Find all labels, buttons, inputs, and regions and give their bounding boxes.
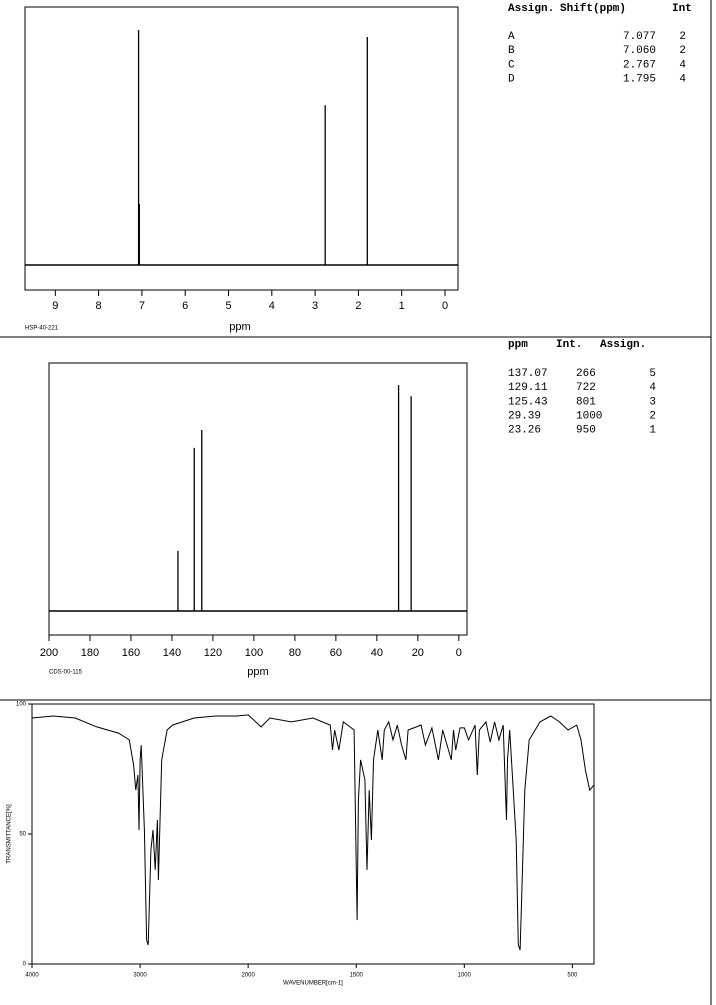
x-tick-label: 140: [163, 647, 181, 659]
table-cell: 4: [679, 59, 686, 71]
table-header: Int.: [556, 339, 582, 351]
table-cell: 801: [576, 396, 596, 408]
table-cell: 5: [649, 368, 656, 380]
table-cell: 137.07: [508, 368, 548, 380]
table-header: Shift(ppm): [560, 3, 626, 15]
x-tick-label: 80: [289, 647, 301, 659]
table-cell: 23.26: [508, 425, 541, 437]
table-header: ppm: [508, 339, 528, 351]
x-axis-label: WAVENUMBER[cm-1]: [283, 981, 343, 987]
y-tick-label: 50: [19, 832, 26, 838]
table-cell: 129.11: [508, 382, 548, 394]
table-cell: 722: [576, 382, 596, 394]
table-cell: D: [508, 74, 515, 86]
table-cell: 7.077: [623, 31, 656, 43]
x-tick-label: 160: [122, 647, 140, 659]
table-cell: 2: [679, 45, 686, 57]
x-tick-label: 2000: [241, 973, 255, 979]
x-axis-label: ppm: [229, 321, 250, 333]
x-tick-label: 0: [442, 300, 448, 312]
x-tick-label: 1: [399, 300, 405, 312]
table-header: Assign.: [600, 339, 646, 351]
table-cell: C: [508, 59, 515, 71]
sample-code: HSP-40-221: [25, 326, 59, 332]
x-tick-label: 500: [567, 973, 578, 979]
table-cell: 2: [649, 411, 656, 423]
x-tick-label: 0: [456, 647, 462, 659]
x-tick-label: 4: [269, 300, 275, 312]
table-cell: 266: [576, 368, 596, 380]
table-cell: 2.767: [623, 59, 656, 71]
table-cell: 4: [679, 74, 686, 86]
x-tick-label: 6: [182, 300, 188, 312]
table-cell: 125.43: [508, 396, 548, 408]
x-tick-label: 3: [312, 300, 318, 312]
ir-trace: [31, 714, 595, 951]
x-tick-label: 7: [139, 300, 145, 312]
table-cell: A: [508, 31, 515, 43]
y-axis-label: TRANSMITTANCE[%]: [7, 804, 13, 864]
x-tick-label: 180: [81, 647, 99, 659]
y-tick-label: 100: [16, 702, 27, 708]
table-cell: 1.795: [623, 74, 656, 86]
x-tick-label: 3000: [133, 973, 147, 979]
table-cell: 2: [679, 31, 686, 43]
sample-code: CDS-00-115: [49, 670, 83, 676]
x-tick-label: 120: [204, 647, 222, 659]
x-tick-label: 200: [40, 647, 58, 659]
x-tick-label: 1000: [458, 973, 472, 979]
x-tick-label: 2: [355, 300, 361, 312]
y-tick-label: 0: [23, 962, 27, 968]
x-tick-label: 8: [96, 300, 102, 312]
x-tick-label: 20: [412, 647, 424, 659]
table-cell: 950: [576, 425, 596, 437]
plot-frame: [48, 362, 468, 636]
x-axis-label: ppm: [247, 666, 268, 678]
table-cell: B: [508, 45, 515, 57]
table-cell: 3: [649, 396, 656, 408]
x-tick-label: 5: [225, 300, 231, 312]
x-tick-label: 100: [245, 647, 263, 659]
x-tick-label: 40: [371, 647, 383, 659]
plot-frame: [24, 6, 459, 291]
x-tick-label: 4000: [25, 973, 39, 979]
table-cell: 1000: [576, 411, 602, 423]
table-cell: 7.060: [623, 45, 656, 57]
plot-frame: [31, 703, 595, 965]
table-header: Assign.: [508, 3, 554, 15]
x-tick-label: 1500: [350, 973, 364, 979]
table-header: Int: [672, 3, 692, 15]
x-tick-label: 60: [330, 647, 342, 659]
table-cell: 4: [649, 382, 656, 394]
table-cell: 29.39: [508, 411, 541, 423]
x-tick-label: 9: [52, 300, 58, 312]
table-cell: 1: [649, 425, 656, 437]
